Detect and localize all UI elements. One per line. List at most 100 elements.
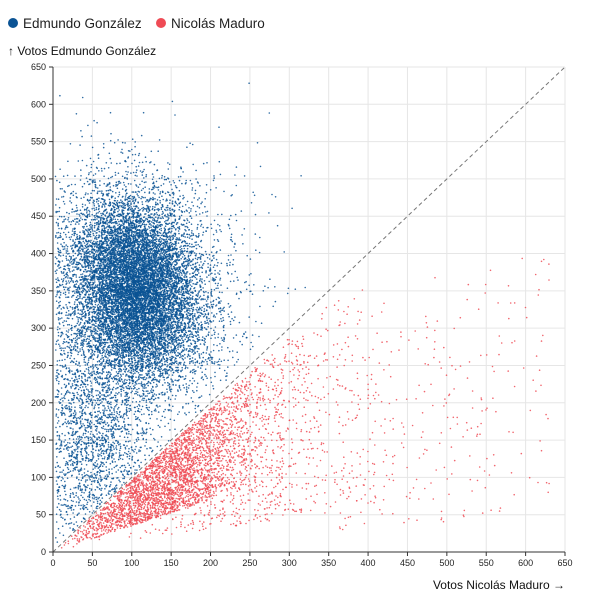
scatter-point-maduro — [209, 434, 212, 436]
scatter-point-maduro — [136, 479, 139, 482]
scatter-point-maduro — [191, 428, 194, 431]
scatter-point-maduro — [486, 407, 488, 410]
scatter-point-maduro — [193, 491, 196, 494]
scatter-point-gonzalez — [70, 245, 72, 247]
scatter-point-maduro — [178, 498, 181, 501]
scatter-point-maduro — [305, 366, 307, 368]
scatter-point-maduro — [440, 510, 443, 513]
scatter-point-maduro — [158, 529, 161, 531]
scatter-point-maduro — [268, 506, 271, 509]
scatter-point-maduro — [242, 439, 244, 442]
scatter-point-maduro — [200, 468, 203, 470]
scatter-point-maduro — [150, 481, 153, 484]
scatter-point-maduro — [223, 515, 226, 517]
scatter-point-maduro — [245, 400, 247, 403]
scatter-point-maduro — [386, 340, 388, 343]
scatter-point-maduro — [114, 521, 117, 523]
scatter-point-maduro — [149, 508, 152, 510]
scatter-point-maduro — [490, 509, 492, 512]
scatter-point-maduro — [277, 408, 280, 411]
scatter-point-maduro — [154, 487, 157, 489]
scatter-point-maduro — [226, 469, 228, 472]
scatter-point-maduro — [291, 389, 294, 391]
scatter-point-gonzalez — [173, 181, 176, 184]
scatter-point-maduro — [173, 494, 175, 497]
scatter-point-maduro — [184, 452, 187, 454]
scatter-point-maduro — [110, 504, 112, 507]
scatter-point-maduro — [300, 363, 302, 366]
scatter-point-maduro — [244, 450, 246, 452]
scatter-point-gonzalez — [194, 257, 197, 260]
scatter-point-maduro — [262, 425, 264, 427]
scatter-point-maduro — [225, 450, 228, 453]
scatter-point-maduro — [301, 384, 303, 386]
scatter-point-maduro — [182, 479, 185, 482]
scatter-point-maduro — [282, 346, 285, 349]
scatter-point-maduro — [222, 513, 224, 515]
scatter-point-maduro — [203, 464, 205, 466]
scatter-point-maduro — [272, 398, 275, 400]
scatter-point-maduro — [154, 490, 156, 492]
scatter-point-maduro — [167, 460, 170, 463]
scatter-point-maduro — [186, 490, 189, 492]
scatter-point-maduro — [300, 508, 303, 511]
scatter-point-maduro — [230, 460, 232, 462]
scatter-point-gonzalez — [67, 331, 69, 333]
scatter-point-gonzalez — [74, 344, 76, 346]
scatter-point-maduro — [277, 446, 279, 448]
scatter-point-maduro — [185, 447, 188, 449]
scatter-point-maduro — [209, 480, 212, 483]
scatter-point-maduro — [393, 454, 396, 457]
scatter-point-maduro — [509, 302, 512, 304]
scatter-point-maduro — [341, 528, 344, 531]
scatter-point-maduro — [183, 504, 186, 507]
scatter-point-maduro — [195, 444, 197, 446]
scatter-point-maduro — [124, 523, 126, 525]
scatter-point-gonzalez — [186, 259, 188, 261]
scatter-point-maduro — [250, 455, 252, 457]
scatter-point-maduro — [123, 488, 125, 491]
scatter-point-maduro — [260, 460, 263, 463]
scatter-point-maduro — [446, 478, 449, 480]
scatter-point-maduro — [160, 508, 162, 511]
scatter-point-maduro — [102, 533, 105, 536]
scatter-point-maduro — [242, 494, 245, 497]
scatter-point-maduro — [197, 495, 199, 498]
scatter-point-maduro — [228, 433, 230, 436]
scatter-point-maduro — [512, 431, 514, 434]
scatter-point-maduro — [169, 447, 171, 450]
scatter-point-maduro — [156, 512, 158, 515]
scatter-point-maduro — [499, 507, 502, 509]
scatter-point-maduro — [260, 436, 263, 439]
scatter-point-maduro — [293, 374, 295, 376]
scatter-point-maduro — [154, 512, 157, 514]
scatter-point-maduro — [233, 442, 235, 445]
scatter-point-maduro — [82, 533, 84, 535]
scatter-point-maduro — [198, 461, 201, 464]
scatter-point-maduro — [104, 519, 107, 522]
scatter-point-maduro — [241, 380, 244, 382]
scatter-point-maduro — [174, 465, 176, 468]
scatter-point-maduro — [308, 368, 310, 371]
scatter-point-maduro — [144, 476, 147, 479]
scatter-point-maduro — [435, 469, 438, 471]
scatter-point-maduro — [224, 433, 227, 436]
scatter-point-maduro — [208, 445, 211, 448]
scatter-point-maduro — [259, 388, 262, 390]
scatter-point-maduro — [255, 513, 257, 516]
scatter-point-maduro — [235, 512, 237, 514]
scatter-point-maduro — [274, 357, 276, 360]
scatter-point-maduro — [259, 375, 262, 377]
scatter-point-maduro — [207, 513, 210, 515]
scatter-point-maduro — [173, 468, 176, 471]
scatter-point-maduro — [176, 478, 178, 481]
scatter-point-maduro — [247, 394, 249, 397]
scatter-point-maduro — [245, 438, 247, 441]
scatter-point-maduro — [239, 455, 242, 458]
scatter-point-maduro — [313, 426, 316, 429]
scatter-point-maduro — [190, 484, 193, 487]
scatter-point-maduro — [151, 476, 154, 479]
scatter-point-maduro — [172, 480, 175, 483]
scatter-point-maduro — [183, 468, 185, 471]
scatter-point-maduro — [137, 498, 140, 500]
